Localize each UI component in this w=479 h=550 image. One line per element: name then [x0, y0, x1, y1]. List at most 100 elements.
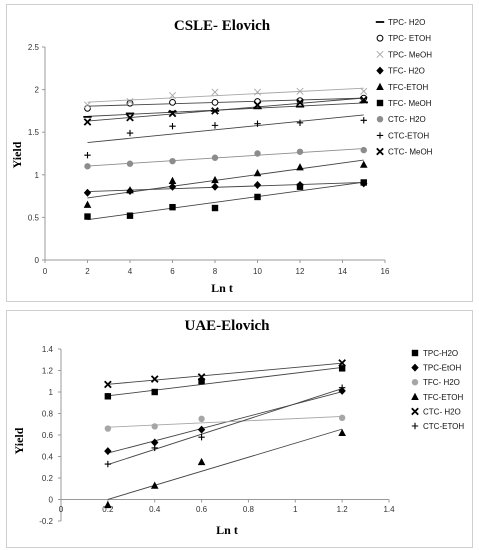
data-point-ctc-h2o	[169, 157, 176, 165]
data-point-tfc-etoh	[338, 428, 346, 437]
legend-label: TFC- MeOH	[388, 99, 432, 108]
data-point-tfc-meoh	[126, 212, 134, 219]
trendline-tpc-h2o	[107, 366, 343, 397]
csle-elovich-chart: CSLE- Elovich 0 2 4 6 8 10 12 14 16 0 0.5 1 1.5 2 2.5 Ln…	[10, 18, 433, 295]
legend-label: TFC-ETOH	[388, 83, 429, 92]
legend-label: TFC- H2O	[388, 67, 425, 76]
data-point-tpc-meoh	[168, 92, 177, 100]
data-point-tfc-etoh	[253, 169, 262, 177]
y-tick-label: 1	[49, 388, 54, 397]
legend-item-tpc-meoh: TPC- MeOH	[376, 50, 432, 59]
x-tick-label: 0	[59, 505, 64, 514]
series-ctc-etoh	[84, 117, 367, 159]
x-tick-label: 2	[85, 267, 90, 276]
trendline-tfc-h2o	[107, 416, 343, 428]
data-point-tpc-meoh	[360, 87, 368, 95]
legend-label: TPC- ETOH	[388, 34, 431, 43]
trendline-ctc-etoh	[87, 114, 364, 144]
x-tick-label: 1.2	[337, 505, 349, 514]
legend-marker-tfc-etoh	[411, 392, 419, 400]
data-point-tpc-meoh	[126, 98, 134, 106]
legend-item-ctc-etoh: CTC-ETOH	[411, 422, 464, 431]
data-point-tfc-h2o	[168, 182, 177, 191]
data-point-tfc-meoh	[169, 203, 176, 211]
data-point-tfc-h2o	[338, 414, 346, 421]
data-point-tfc-etoh	[83, 200, 92, 208]
trendlines	[107, 362, 343, 500]
x-tick-label: 12	[296, 267, 305, 276]
y-tick-label: 0.2	[42, 474, 54, 483]
legend-marker-ctc-etoh	[411, 422, 419, 430]
data-point-tfc-etoh	[211, 175, 219, 184]
y-tick-label: 0.5	[28, 213, 40, 222]
data-point-ctc-etoh	[296, 119, 304, 127]
data-point-tfc-meoh	[360, 179, 367, 186]
x-tick-label: 0.4	[149, 505, 161, 514]
x-tick-label: 4	[128, 267, 133, 276]
data-point-tfc-etoh	[126, 186, 134, 194]
data-point-ctc-h2o	[296, 148, 304, 155]
trendline-tpc-meoh	[87, 87, 364, 103]
data-point-ctc-h2o	[338, 359, 346, 367]
data-point-ctc-etoh	[254, 120, 261, 127]
data-point-tfc-meoh	[296, 183, 304, 190]
legend-item-ctc-etoh: CTC-ETOH	[376, 131, 429, 140]
legend-marker-tpc-etoh	[411, 363, 419, 372]
data-point-ctc-meoh	[211, 107, 219, 115]
trendline-tfc-etoh	[87, 159, 364, 199]
legend-label: TPC-EtOH	[423, 364, 461, 373]
data-point-tpc-h2o	[338, 365, 346, 372]
data-point-ctc-etoh	[169, 123, 176, 130]
x-axis-label: Ln t	[216, 523, 238, 537]
chart-title: UAE-Elovich	[184, 318, 270, 334]
data-point-tpc-etoh	[338, 386, 346, 395]
data-point-tfc-h2o	[253, 181, 262, 190]
data-point-tfc-h2o	[211, 182, 219, 191]
data-point-tfc-etoh	[104, 500, 112, 509]
legend-label: CTC-ETOH	[423, 422, 464, 431]
data-point-ctc-h2o	[197, 373, 206, 381]
x-tick-label: 6	[170, 267, 175, 276]
data-point-tpc-h2o	[104, 393, 112, 400]
series-tfc-h2o	[83, 179, 368, 197]
legend: TPC-H2O TPC-EtOH TFC- H2O TFC-ETOH CTC- H2O C…	[411, 349, 464, 431]
series-tpc-etoh	[84, 94, 368, 112]
y-axis-label: Yield	[12, 427, 26, 454]
csle-elovich-panel: CSLE- Elovich 0 2 4 6 8 10 12 14 16 0 0.5 1 1.5 2 2.5 Ln…	[6, 4, 473, 302]
x-tick-label: 10	[253, 267, 262, 276]
data-point-tfc-etoh	[359, 160, 368, 168]
y-tick-label: 0	[35, 256, 40, 265]
legend-marker-tfc-meoh	[376, 99, 384, 107]
series-tpc-h2o	[104, 365, 346, 400]
x-tick-label: 0.6	[196, 505, 208, 514]
series-ctc-meoh	[83, 95, 368, 126]
data-point-tfc-etoh	[168, 176, 177, 184]
legend-item-tpc-etoh: TPC- ETOH	[376, 34, 431, 43]
data-point-tpc-meoh	[211, 88, 219, 96]
data-point-ctc-h2o	[254, 150, 261, 157]
data-point-ctc-etoh	[126, 129, 134, 137]
x-axis-label: Ln t	[211, 281, 233, 295]
legend-label: CTC-ETOH	[388, 131, 429, 140]
y-tick-label: 0.6	[42, 431, 54, 440]
y-tick-label: 1.2	[42, 367, 54, 376]
legend-marker-tpc-h2o	[411, 349, 419, 357]
data-point-ctc-h2o	[150, 375, 159, 383]
legend-label: CTC- H2O	[388, 115, 426, 124]
series-tfc-meoh	[84, 179, 367, 220]
legend-item-ctc-h2o: CTC- H2O	[411, 407, 461, 416]
data-point-ctc-h2o	[126, 160, 134, 167]
data-point-tfc-h2o	[198, 415, 205, 423]
data-point-ctc-etoh	[198, 433, 205, 441]
series-tpc-etoh	[104, 386, 346, 456]
y-axis-label: Yield	[10, 141, 24, 168]
series-tfc-etoh	[83, 160, 368, 208]
series-ctc-h2o	[104, 359, 346, 389]
legend: TPC- H2O TPC- ETOH TPC- MeOH TFC- H2O TFC-ET…	[375, 18, 433, 157]
legend-marker-tpc-etoh	[376, 34, 384, 42]
y-tick-label: 2.5	[28, 43, 40, 52]
data-point-ctc-h2o	[84, 163, 91, 170]
x-tick-label: 1	[293, 505, 298, 514]
data-point-ctc-etoh	[211, 122, 219, 129]
data-point-tpc-h2o	[151, 388, 158, 396]
